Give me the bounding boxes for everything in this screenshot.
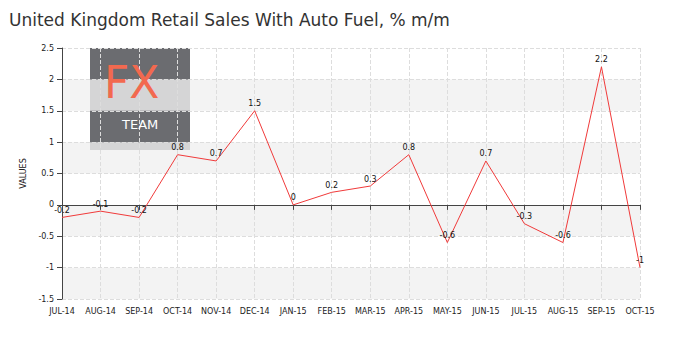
svg-text:-0.6: -0.6: [555, 231, 571, 240]
svg-text:1.5: 1.5: [248, 99, 261, 108]
svg-text:MAY-15: MAY-15: [433, 307, 462, 316]
svg-text:2.2: 2.2: [595, 55, 608, 64]
svg-text:-0.1: -0.1: [93, 200, 109, 209]
svg-text:FEB-15: FEB-15: [318, 307, 346, 316]
svg-text:MAR-15: MAR-15: [355, 307, 386, 316]
svg-text:0: 0: [48, 200, 54, 210]
svg-text:JUL-14: JUL-14: [48, 307, 75, 316]
svg-text:-0.2: -0.2: [54, 206, 70, 215]
svg-text:1.5: 1.5: [41, 106, 54, 115]
svg-text:JUL-15: JUL-15: [511, 307, 538, 316]
svg-text:-0.6: -0.6: [440, 231, 456, 240]
svg-text:NOV-14: NOV-14: [201, 307, 231, 316]
svg-text:OCT-14: OCT-14: [163, 307, 192, 316]
svg-text:-0.3: -0.3: [517, 212, 533, 221]
svg-text:2.5: 2.5: [41, 44, 54, 53]
svg-text:-1: -1: [636, 256, 644, 265]
svg-text:AUG-15: AUG-15: [548, 307, 579, 316]
svg-text:JAN-15: JAN-15: [279, 307, 307, 316]
svg-text:United Kingdom Retail Sales Wi: United Kingdom Retail Sales With Auto Fu…: [9, 10, 450, 30]
svg-text:APR-15: APR-15: [394, 307, 423, 316]
svg-text:0.7: 0.7: [479, 149, 492, 158]
svg-text:0.8: 0.8: [171, 143, 184, 152]
svg-text:0.5: 0.5: [41, 169, 54, 178]
svg-text:DEC-14: DEC-14: [240, 307, 270, 316]
svg-text:0.2: 0.2: [325, 181, 338, 190]
svg-text:SEP-15: SEP-15: [588, 307, 616, 316]
svg-text:0.8: 0.8: [402, 143, 415, 152]
svg-text:-0.2: -0.2: [131, 206, 147, 215]
svg-text:0: 0: [291, 193, 296, 202]
svg-text:AUG-14: AUG-14: [85, 307, 116, 316]
svg-text:1: 1: [49, 138, 54, 147]
svg-text:SEP-14: SEP-14: [125, 307, 153, 316]
svg-text:VALUES: VALUES: [19, 158, 28, 188]
svg-text:-1: -1: [46, 263, 54, 272]
svg-text:-1.5: -1.5: [38, 295, 54, 304]
svg-text:2: 2: [49, 75, 54, 84]
svg-text:0.7: 0.7: [210, 149, 223, 158]
svg-text:0.3: 0.3: [364, 175, 377, 184]
svg-text:FX: FX: [104, 57, 159, 108]
svg-text:-0.5: -0.5: [38, 232, 54, 241]
svg-text:JUN-15: JUN-15: [471, 307, 499, 316]
svg-text:OCT-15: OCT-15: [625, 307, 654, 316]
svg-text:TEAM: TEAM: [121, 117, 158, 132]
